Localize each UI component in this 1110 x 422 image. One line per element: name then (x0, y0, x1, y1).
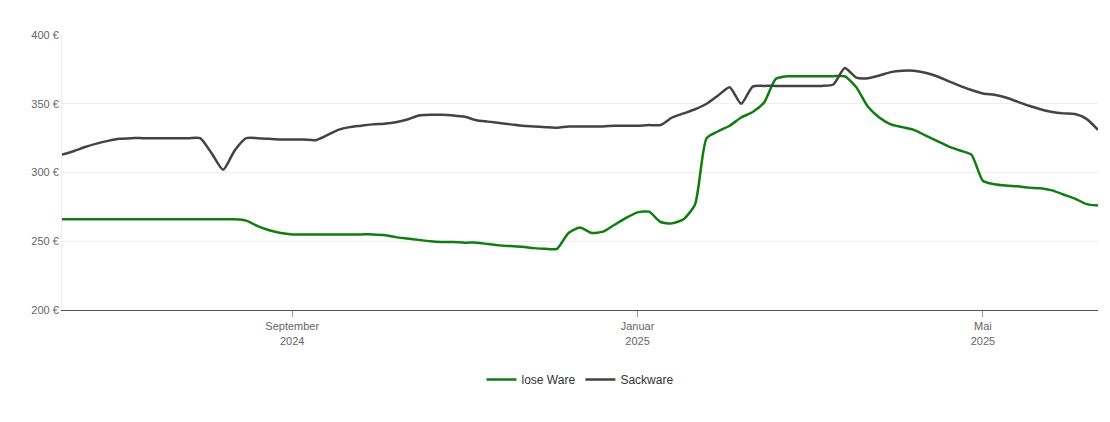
svg-text:Sackware: Sackware (620, 373, 673, 387)
svg-text:400 €: 400 € (31, 29, 59, 41)
svg-text:lose Ware: lose Ware (522, 373, 576, 387)
svg-text:250 €: 250 € (31, 235, 59, 247)
svg-text:September2024: September2024 (265, 320, 319, 346)
svg-text:Mai2025: Mai2025 (971, 320, 995, 346)
svg-text:Januar2025: Januar2025 (621, 320, 655, 346)
svg-text:300 €: 300 € (31, 166, 59, 178)
svg-text:200 €: 200 € (31, 304, 59, 316)
svg-text:350 €: 350 € (31, 98, 59, 110)
